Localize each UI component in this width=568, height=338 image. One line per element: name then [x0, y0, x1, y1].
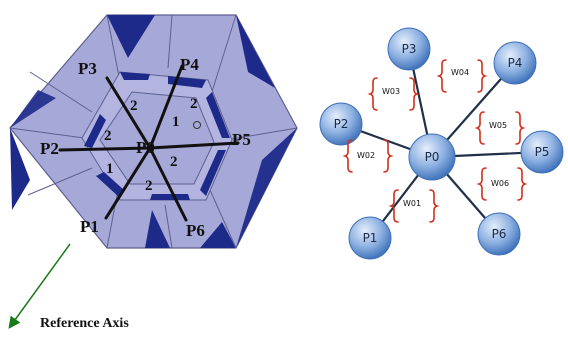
weight-label-w06: W06 [491, 179, 509, 188]
weight-w03: W03 [367, 77, 420, 111]
mesh-label-p2: P2 [40, 139, 59, 158]
hexagon-mesh: P0 P1 P2 P3 P4 P5 P6 2 1 2 2 1 2 2 Refer… [8, 14, 298, 331]
wedge-right [236, 128, 297, 248]
mesh-label-p1: P1 [80, 217, 99, 236]
weight-label-w05: W05 [489, 121, 507, 130]
small-marker [193, 121, 201, 129]
mesh-spokes [58, 64, 240, 222]
weight-label-w03: W03 [382, 87, 400, 96]
edge-number: 2 [170, 154, 178, 170]
graph-node-labels: P3 P4 P2 P0 P5 P1 P6 [334, 42, 550, 245]
weight-w05: W05 [474, 111, 526, 145]
wedge-top-right [236, 15, 275, 88]
edge-number: 2 [130, 98, 138, 114]
reference-axis-arrow [8, 243, 71, 329]
node-p3 [387, 27, 431, 71]
edge-number: 2 [145, 178, 153, 194]
mesh-label-p0: P0 [136, 138, 155, 157]
node-label-p1: P1 [363, 231, 378, 245]
mesh-label-p5: P5 [232, 130, 251, 149]
star-graph: P3 P4 P2 P0 P5 P1 P6 W04 W03 W05 W02 [319, 27, 564, 260]
weight-w02: W02 [342, 139, 394, 173]
wedge-bottom [145, 210, 170, 248]
mesh-label-p3: P3 [78, 59, 97, 78]
node-p2 [319, 102, 363, 146]
node-p4 [493, 41, 537, 85]
node-p0 [408, 133, 456, 181]
mesh-label-p6: P6 [186, 221, 205, 240]
node-label-p3: P3 [402, 42, 417, 56]
weight-label-w02: W02 [357, 151, 375, 160]
wedge-left-top [10, 90, 56, 128]
node-p6 [477, 212, 521, 256]
edge-number: 2 [104, 128, 112, 144]
node-label-p4: P4 [508, 56, 523, 70]
weight-label-w01: W01 [403, 199, 421, 208]
node-label-p5: P5 [535, 145, 550, 159]
node-p1 [348, 216, 392, 260]
weight-w06: W06 [476, 167, 528, 201]
edge-number: 2 [190, 96, 198, 112]
reference-axis-label: Reference Axis [40, 316, 129, 331]
weight-label-w04: W04 [451, 68, 469, 77]
inner-slots [84, 72, 230, 200]
wedge-left [10, 128, 30, 210]
graph-nodes [319, 27, 564, 260]
node-label-p0: P0 [425, 150, 440, 164]
node-label-p2: P2 [334, 117, 349, 131]
node-label-p6: P6 [492, 227, 507, 241]
edge-number: 1 [172, 114, 180, 130]
mesh-label-p4: P4 [180, 55, 199, 74]
edge-number: 1 [106, 161, 114, 177]
panel-edges [9, 14, 298, 249]
weight-w04: W04 [436, 59, 488, 93]
weight-w01: W01 [388, 189, 440, 223]
wedge-top-left [107, 15, 155, 58]
node-p5 [520, 130, 564, 174]
wedge-bottom-right [200, 222, 236, 248]
